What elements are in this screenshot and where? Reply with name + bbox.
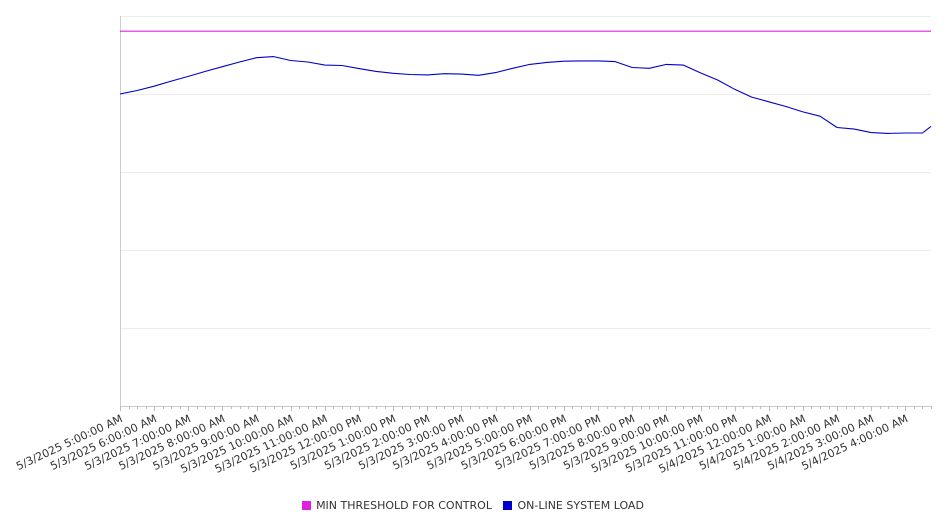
gridlines <box>120 16 931 329</box>
legend-item-system-load[interactable]: ON-LINE SYSTEM LOAD <box>503 499 644 512</box>
legend-swatch-system-load <box>503 501 513 510</box>
series-lines <box>119 30 932 134</box>
legend-swatch-min-threshold <box>302 501 312 510</box>
legend-item-min-threshold[interactable]: MIN THRESHOLD FOR CONTROL <box>302 499 492 512</box>
x-tick-labels: 5/3/2025 5:00:00 AM5/3/2025 6:00:00 AM5/… <box>14 412 910 476</box>
legend-label-system-load: ON-LINE SYSTEM LOAD <box>517 499 644 512</box>
series-line-system-load <box>119 56 932 134</box>
legend: MIN THRESHOLD FOR CONTROL ON-LINE SYSTEM… <box>0 499 946 513</box>
axes <box>120 16 931 407</box>
legend-label-min-threshold: MIN THRESHOLD FOR CONTROL <box>316 499 492 512</box>
x-ticks <box>120 406 932 411</box>
